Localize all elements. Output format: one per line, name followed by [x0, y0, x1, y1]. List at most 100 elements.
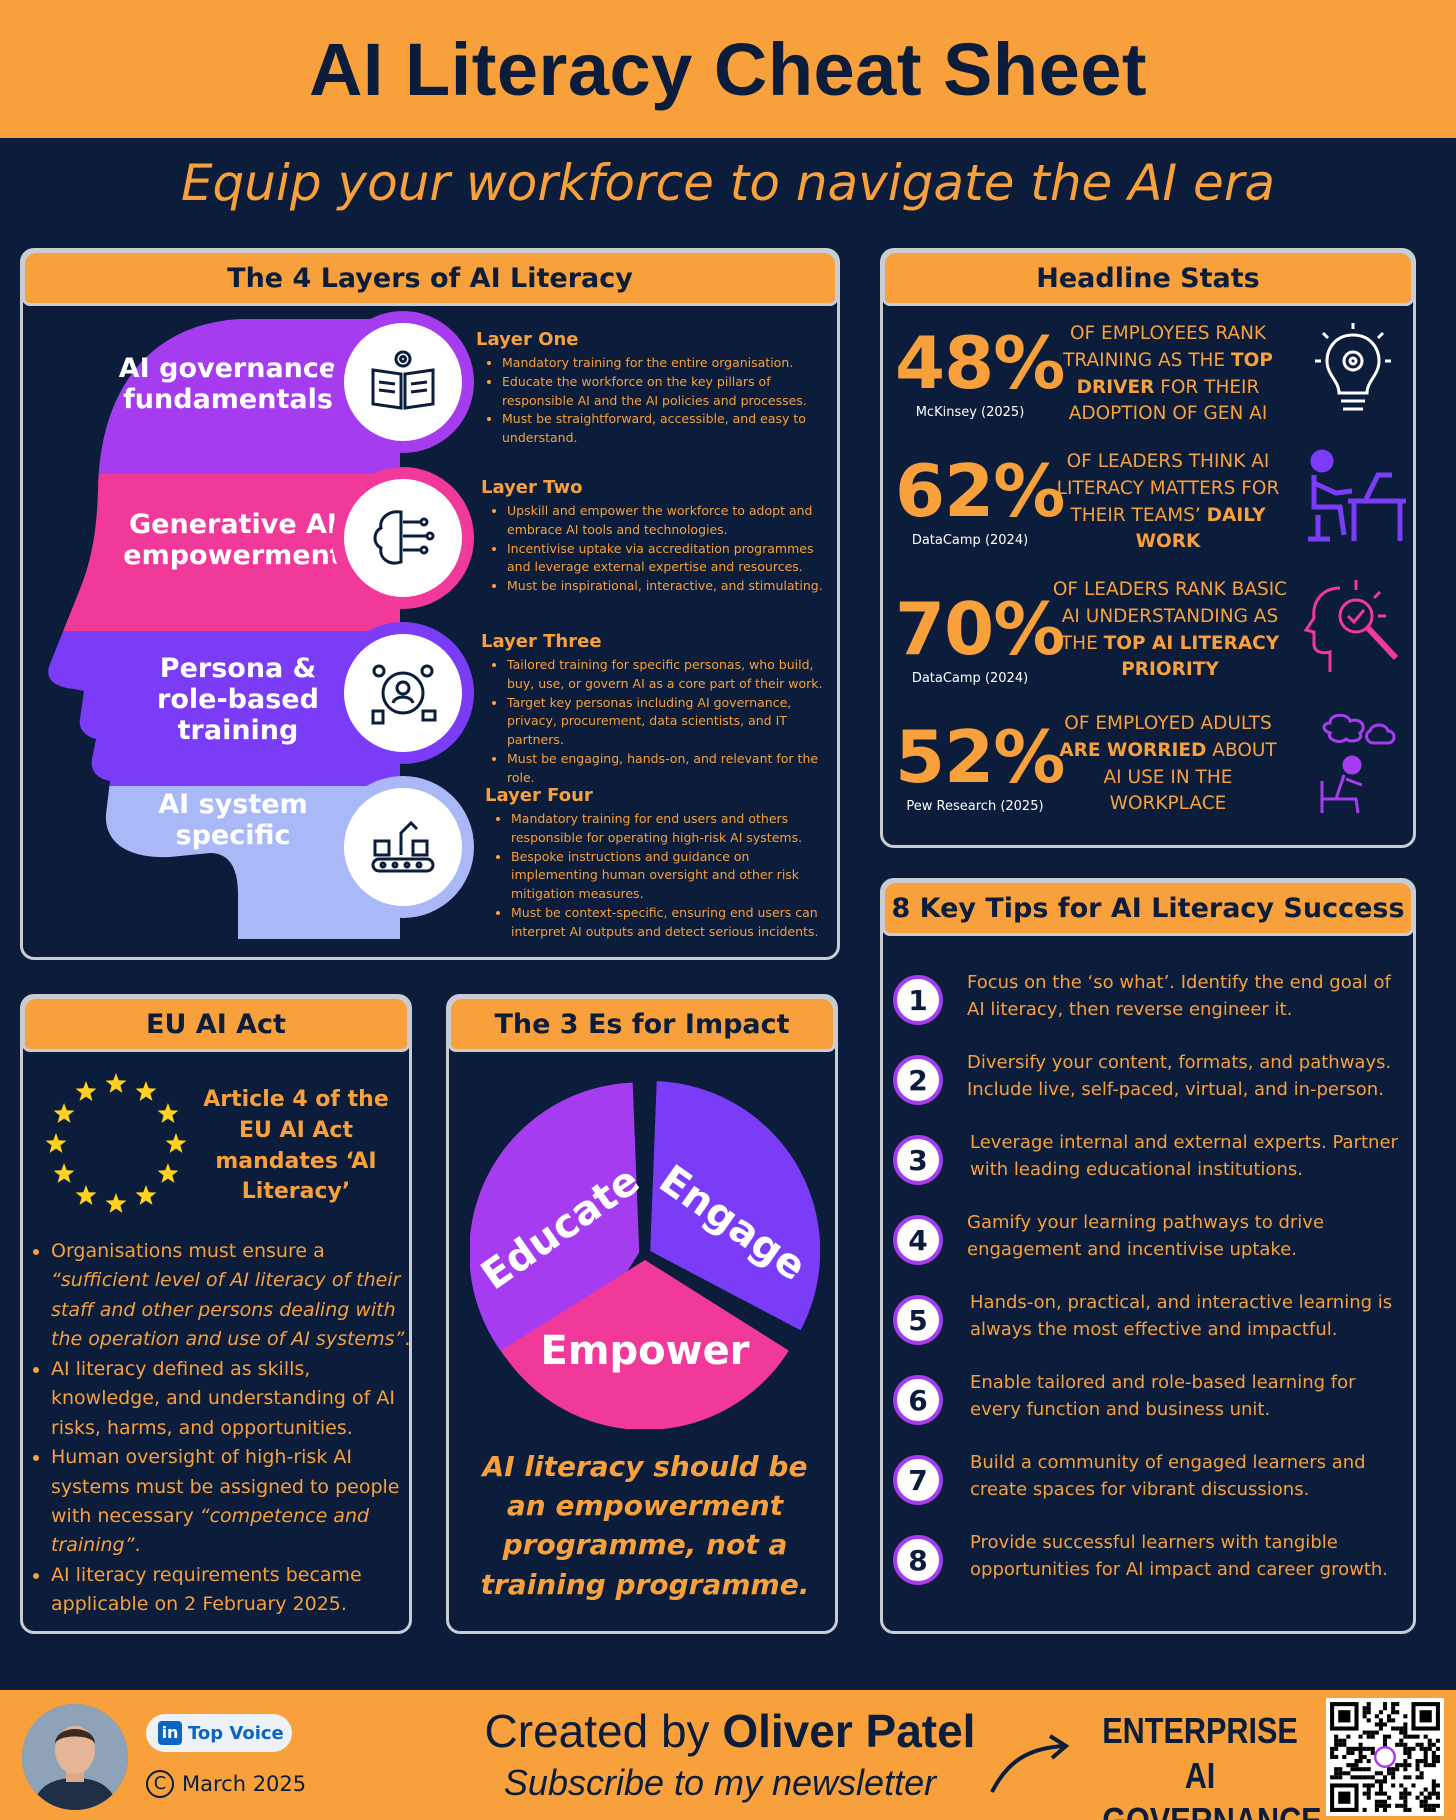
stat-text: OF LEADERS RANK BASIC AI UNDERSTANDING A…: [1052, 579, 1288, 681]
pie-label-empower: Empower: [541, 1328, 750, 1374]
tip-number: 6: [893, 1375, 943, 1425]
eu-panel-title: EU AI Act: [22, 996, 410, 1052]
header-banner: AI Literacy Cheat Sheet: [0, 0, 1456, 138]
top-voice-label: Top Voice: [188, 1722, 284, 1744]
tip-text: Provide successful learners with tangibl…: [970, 1532, 1389, 1580]
layer-heading: Layer Three: [481, 631, 602, 652]
created-by: Created by Oliver Patel: [484, 1705, 976, 1757]
es-panel: The 3 Es for Impact Educate Engage Empower…: [446, 994, 838, 1634]
arrow-icon: [990, 1734, 1070, 1793]
layer-label-1: AI governance fundamentals: [118, 353, 338, 416]
stat-item: 52% Pew Research (2025) OF EMPLOYED ADUL…: [895, 713, 1405, 825]
stat-text: OF EMPLOYEES RANK TRAINING AS THE TOP DR…: [1063, 323, 1273, 425]
eu-bullet: AI literacy defined as skills, knowledge…: [51, 1355, 411, 1443]
eu-star: [105, 1073, 127, 1093]
eu-star: [53, 1103, 75, 1123]
layer-bullet: Bespoke instructions and guidance on imp…: [511, 848, 826, 904]
top-voice-badge: in Top Voice: [146, 1714, 292, 1752]
layers-panel: The 4 Layers of AI Literacy AI governanc…: [20, 248, 840, 960]
footer: in Top Voice C March 2025 Created by Oli…: [0, 1690, 1456, 1820]
open-book-gear-icon: [344, 323, 462, 441]
lightbulb-head-gear-icon: [1315, 323, 1391, 411]
layer-label-3: Persona & role-based training: [157, 653, 319, 747]
layer-text-2: Layer Two Upskill and empower the workfo…: [481, 477, 826, 596]
layer-bullet: Incentivise uptake via accreditation pro…: [507, 540, 826, 578]
pie-slice-engage: [650, 1081, 820, 1331]
qr-code-icon[interactable]: [1326, 1698, 1444, 1816]
tip-item: 6 Enable tailored and role-based learnin…: [893, 1371, 1413, 1451]
tips-panel-title: 8 Key Tips for AI Literacy Success: [882, 880, 1414, 936]
tip-number: 5: [893, 1295, 943, 1345]
eu-bullet: AI literacy requirements became applicab…: [51, 1561, 411, 1620]
tip-item: 5 Hands-on, practical, and interactive l…: [893, 1291, 1413, 1371]
head-silhouette: [48, 319, 400, 939]
eu-stars-icon: [45, 1073, 187, 1213]
eu-star: [53, 1163, 75, 1183]
footer-date: C March 2025: [146, 1770, 306, 1798]
stat-source: DataCamp (2024): [911, 533, 1029, 548]
eu-star: [157, 1103, 179, 1123]
layer-bullet: Mandatory training for end users and oth…: [511, 810, 826, 848]
tip-item: 2 Diversify your content, formats, and p…: [893, 1051, 1413, 1131]
persona-network-icon: [344, 634, 462, 752]
tip-item: 3 Leverage internal and external experts…: [893, 1131, 1413, 1211]
layer-label-4: AI system specific: [158, 789, 308, 852]
tip-number: 1: [893, 975, 943, 1025]
layer-bullet: Must be inspirational, interactive, and …: [507, 577, 826, 596]
tip-text: Enable tailored and role-based learning …: [970, 1372, 1356, 1420]
stat-value: 70%: [895, 587, 1065, 671]
tip-text: Focus on the ‘so what’. Identify the end…: [967, 972, 1391, 1020]
tip-item: 8 Provide successful learners with tangi…: [893, 1531, 1413, 1611]
layer-bullet: Upskill and empower the workforce to ado…: [507, 502, 826, 540]
layer-bullet: Educate the workforce on the key pillars…: [502, 373, 826, 411]
stat-source: McKinsey (2025): [915, 405, 1025, 420]
tip-number: 7: [893, 1455, 943, 1505]
tip-number: 8: [893, 1535, 943, 1585]
tip-item: 1 Focus on the ‘so what’. Identify the e…: [893, 971, 1413, 1051]
stat-value: 48%: [895, 321, 1065, 405]
tip-text: Build a community of engaged learners an…: [970, 1452, 1366, 1500]
es-quote: AI literacy should be an empowerment pro…: [480, 1450, 810, 1601]
robot-conveyor-icon: [344, 788, 462, 906]
stat-value: 52%: [895, 715, 1065, 799]
layer-text-3: Layer Three Tailored training for specif…: [481, 631, 826, 787]
stats-panel-title: Headline Stats: [882, 250, 1414, 306]
eu-star: [45, 1133, 67, 1153]
tip-item: 4 Gamify your learning pathways to drive…: [893, 1211, 1413, 1291]
eu-headline: Article 4 of the EU AI Act mandates ‘AI …: [203, 1087, 389, 1205]
layer-text-1: Layer One Mandatory training for the ent…: [476, 329, 826, 448]
avatar: [22, 1704, 128, 1810]
page-subtitle: Equip your workforce to navigate the AI …: [180, 154, 1276, 212]
layer-bullet: Must be straightforward, accessible, and…: [502, 410, 826, 448]
page-title: AI Literacy Cheat Sheet: [308, 27, 1148, 111]
layer-heading: Layer Two: [481, 477, 583, 498]
eu-bullet: Organisations must ensure a “sufficient …: [51, 1237, 411, 1355]
eu-star: [75, 1081, 97, 1101]
person-at-desk-icon: [1308, 449, 1406, 542]
layers-panel-title: The 4 Layers of AI Literacy: [22, 250, 838, 306]
eu-star: [75, 1184, 97, 1205]
tip-item: 7 Build a community of engaged learners …: [893, 1451, 1413, 1531]
worried-person-icon: [1320, 713, 1396, 814]
eu-star: [135, 1184, 157, 1205]
stat-item: 62% DataCamp (2024) OF LEADERS THINK AI …: [895, 449, 1406, 559]
brain-circuit-icon: [344, 479, 462, 597]
tip-text: Hands-on, practical, and interactive lea…: [970, 1292, 1393, 1340]
subscribe-link[interactable]: Subscribe to my newsletter: [503, 1762, 937, 1803]
pie-slice-empower: [501, 1260, 789, 1429]
stat-item: 70% DataCamp (2024) OF LEADERS RANK BASI…: [895, 579, 1405, 697]
head-magnifier-icon: [1303, 580, 1399, 672]
tip-text: Leverage internal and external experts. …: [970, 1132, 1398, 1180]
tip-text: Gamify your learning pathways to drive e…: [967, 1212, 1325, 1260]
eu-star: [157, 1163, 179, 1183]
stat-text: OF EMPLOYED ADULTS ARE WORRIED ABOUT AI …: [1059, 713, 1277, 815]
layer-label-2: Generative AI empowerment: [123, 509, 343, 572]
layer-text-4: Layer Four Mandatory training for end us…: [485, 785, 826, 941]
layer-bullet: Target key personas including AI governa…: [507, 694, 826, 750]
layer-heading: Layer One: [476, 329, 579, 350]
stats-panel: Headline Stats 48% McKinsey (2025) OF EM…: [880, 248, 1416, 848]
eu-star: [165, 1133, 187, 1153]
layer-bullet: Tailored training for specific personas,…: [507, 656, 826, 694]
tips-panel: 8 Key Tips for AI Literacy Success 1 Foc…: [880, 878, 1416, 1634]
brand-name: ENTERPRISE AI GOVERNANCE: [1102, 1710, 1321, 1820]
